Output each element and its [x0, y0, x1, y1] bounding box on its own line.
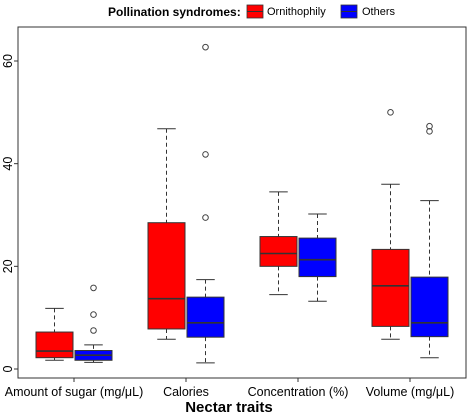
box-others-1 — [186, 43, 225, 364]
x-tick-label: Calories — [163, 385, 209, 399]
legend-label-ornithophily: Ornithophily — [267, 6, 326, 18]
iqr-box — [298, 237, 337, 278]
box-marks — [35, 43, 449, 364]
box-ornithophily-3 — [371, 109, 410, 340]
box-others-0 — [74, 284, 113, 363]
outlier-point — [90, 327, 97, 334]
outlier-point — [387, 109, 394, 116]
x-tick-label: Volume (mg/μL) — [366, 385, 454, 399]
box-ornithophily-0 — [35, 307, 74, 361]
iqr-box — [35, 331, 74, 359]
legend: Pollination syndromes: Ornithophily Othe… — [108, 4, 396, 19]
iqr-box — [147, 222, 186, 330]
outlier-point — [90, 284, 97, 292]
legend-title: Pollination syndromes: — [108, 5, 241, 19]
outlier-point — [202, 43, 209, 51]
outlier-point — [202, 151, 209, 158]
iqr-box — [371, 248, 410, 327]
iqr-box — [186, 296, 225, 338]
y-tick-label: 0 — [1, 365, 15, 372]
box-ornithophily-1 — [147, 128, 186, 340]
iqr-box — [410, 276, 449, 338]
y-tick-label: 20 — [1, 259, 15, 273]
outlier-point — [90, 311, 97, 318]
y-tick-label: 60 — [1, 54, 15, 68]
x-tick-label: Concentration (%) — [248, 385, 349, 399]
box-ornithophily-2 — [259, 191, 298, 296]
x-axis-title: Nectar traits — [185, 399, 273, 416]
outlier-point — [426, 122, 433, 130]
x-axis: Amount of sugar (mg/μL) Calories Concentra… — [5, 378, 454, 399]
y-tick-label: 40 — [1, 157, 15, 171]
outlier-point — [202, 214, 209, 221]
box-others-2 — [298, 213, 337, 302]
x-tick-label: Amount of sugar (mg/μL) — [5, 385, 144, 399]
legend-label-others: Others — [362, 6, 396, 18]
y-axis: 0 20 40 60 — [1, 54, 18, 372]
box-others-3 — [410, 122, 449, 359]
plot-panel-border — [17, 26, 467, 379]
iqr-box — [259, 236, 298, 267]
